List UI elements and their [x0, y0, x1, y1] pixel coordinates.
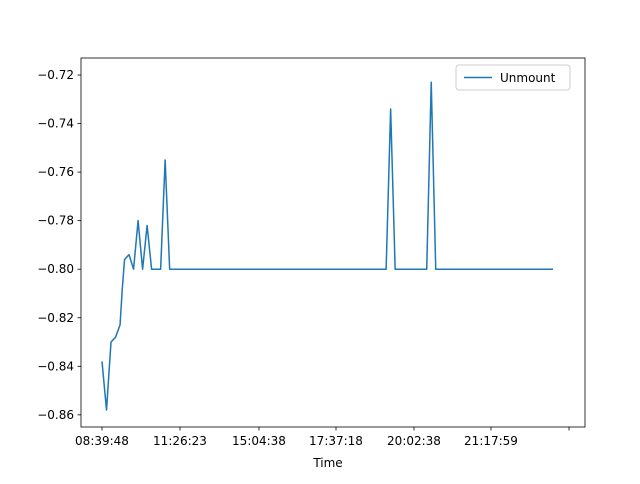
x-tick-label: 15:04:38	[232, 434, 286, 448]
x-tick-label: 20:02:38	[387, 434, 441, 448]
y-tick-label: −0.82	[37, 311, 74, 325]
axes: −0.72 −0.74 −0.76 −0.78 −0.80 −0.82 −0.84 −0.86…	[37, 57, 586, 448]
legend-box	[455, 64, 571, 91]
plot-area	[101, 81, 553, 411]
x-tick-label: 08:39:48	[75, 434, 129, 448]
x-tick-label: 21:17:59	[464, 434, 518, 448]
y-tick-label: −0.84	[37, 359, 74, 373]
y-tick-label: −0.80	[37, 262, 74, 276]
y-tick-label: −0.78	[37, 214, 74, 228]
y-tick-label: −0.76	[37, 165, 74, 179]
y-tick-label: −0.74	[37, 117, 74, 131]
y-tick-label: −0.86	[37, 408, 74, 422]
x-tick-label: 17:37:18	[309, 434, 363, 448]
series-line-unmount	[101, 81, 553, 411]
x-axis-label: Time	[312, 456, 342, 470]
y-tick-label: −0.72	[37, 68, 74, 82]
legend: Unmount	[455, 64, 571, 91]
axes-frame	[80, 57, 586, 428]
x-tick-label: 11:26:23	[153, 434, 207, 448]
legend-label-unmount: Unmount	[500, 71, 556, 85]
